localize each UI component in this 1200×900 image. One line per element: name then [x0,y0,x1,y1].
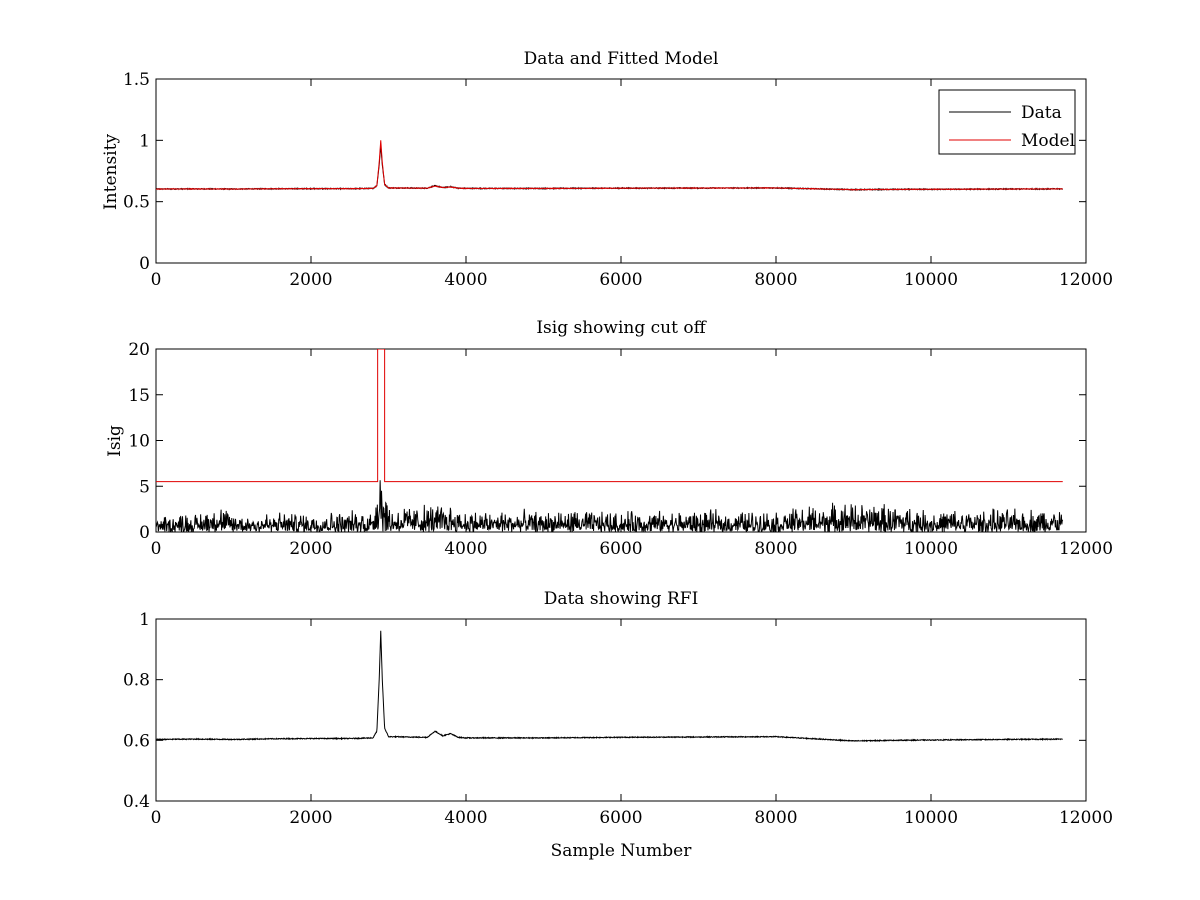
x-tick-label: 4000 [444,808,487,828]
x-tick-label: 12000 [1059,808,1113,828]
x-tick-label: 10000 [904,539,958,559]
series-0-line [156,480,1064,532]
x-tick-label: 8000 [754,539,797,559]
panel-3-xlabel: Sample Number [551,841,693,861]
y-tick-label: 1.5 [123,70,150,90]
y-tick-label: 10 [128,432,150,452]
x-tick-label: 12000 [1059,270,1113,290]
legend-label: Model [1021,131,1075,151]
series-1-line [156,349,1063,483]
panel-3-title: Data showing RFI [544,589,699,609]
x-tick-label: 10000 [904,270,958,290]
x-tick-label: 8000 [754,808,797,828]
panel-1-plot-area: 0 2000 4000 6000 8000 10000 12000 0 0.5 1 1.5 Data M… [123,70,1113,290]
x-tick-label: 2000 [289,270,332,290]
panel-data-and-fitted-model: Data and Fitted Model Intensity 0 2000 400… [101,49,1113,290]
y-tick-label: 0.5 [123,193,150,213]
x-tick-label: 8000 [754,270,797,290]
y-tick-label: 0 [139,254,150,274]
y-tick-label: 0.4 [123,792,150,812]
panel-data-showing-rfi: Data showing RFI Sample Number 0 2000 4000… [123,589,1113,861]
y-tick-label: 0.6 [123,731,150,751]
series-layer [156,630,1064,743]
x-tick-label: 4000 [444,270,487,290]
x-tick-label: 6000 [599,539,642,559]
y-tick-label: 20 [128,340,150,360]
x-tick-label: 12000 [1059,539,1113,559]
y-tick-label: 1 [139,131,150,151]
y-tick-label: 0 [139,523,150,543]
x-tick-label: 0 [151,539,162,559]
x-tick-label: 2000 [289,539,332,559]
panel-2-title: Isig showing cut off [536,318,707,338]
model-line [156,140,1063,191]
panel-1-title: Data and Fitted Model [524,49,719,69]
panel-isig-showing-cut-off: Isig showing cut off Isig 0 2000 4000 6000 8… [105,318,1113,559]
x-tick-label: 2000 [289,808,332,828]
x-tick-label: 0 [151,270,162,290]
x-tick-label: 0 [151,808,162,828]
series-layer [156,349,1064,532]
y-tick-label: 5 [139,477,150,497]
x-tick-label: 6000 [599,808,642,828]
legend-box [938,89,1076,155]
y-tick-label: 15 [128,386,150,406]
panel-1-ylabel: Intensity [101,134,121,210]
panel-2-ylabel: Isig [105,425,125,457]
legend: Data Model [938,89,1076,155]
legend-label: Data [1021,103,1062,123]
series-layer [156,140,1064,192]
x-tick-label: 4000 [444,539,487,559]
panel-3-plot-area: 0 2000 4000 6000 8000 10000 12000 0.4 0.6 0.8 1 [123,610,1113,828]
y-tick-label: 1 [139,610,150,630]
series-0-line [156,630,1064,743]
x-tick-label: 10000 [904,808,958,828]
x-tick-label: 6000 [599,270,642,290]
panel-2-plot-area: 0 2000 4000 6000 8000 10000 12000 0 5 10 15 20 [128,340,1113,559]
y-tick-label: 0.8 [123,671,150,691]
